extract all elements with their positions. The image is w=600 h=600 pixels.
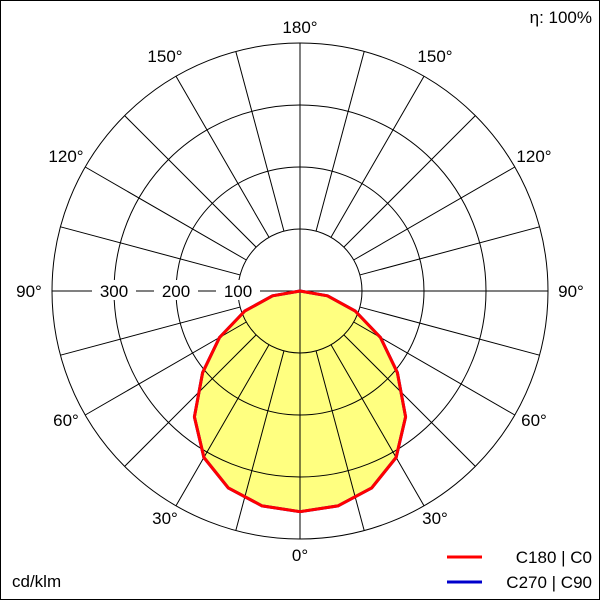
tick-bg-100 xyxy=(216,280,260,300)
grid-spoke-45 xyxy=(343,334,476,467)
angle-label: 150° xyxy=(147,47,182,66)
radial-tick-label: 300 xyxy=(100,282,128,301)
tick-bg-300 xyxy=(92,280,136,300)
angle-label: 60° xyxy=(521,411,547,430)
grid-spoke-255 xyxy=(60,226,241,276)
grid-spoke-345 xyxy=(235,350,285,531)
angle-label: 120° xyxy=(516,147,551,166)
grid-spoke-165 xyxy=(315,51,365,232)
grid-spoke-150 xyxy=(330,75,425,238)
unit-label: cd/klm xyxy=(12,572,61,591)
grid-spoke-75 xyxy=(359,306,540,356)
angle-label: 90° xyxy=(16,282,42,301)
grid-spoke-120 xyxy=(353,166,516,261)
grid-spoke-315 xyxy=(124,334,257,467)
grid-spoke-330 xyxy=(175,344,270,507)
legend-label: C270 | C90 xyxy=(506,573,592,592)
grid-spoke-210 xyxy=(175,75,270,238)
grid-spoke-105 xyxy=(359,226,540,276)
angle-label: 0° xyxy=(292,546,308,565)
angle-label-bg xyxy=(551,281,591,303)
series-curve-C180-C0 xyxy=(192,289,408,514)
angle-label: 180° xyxy=(282,18,317,37)
efficiency-label: η: 100% xyxy=(530,8,592,27)
grid-spoke-225 xyxy=(124,115,257,248)
grid-spoke-195 xyxy=(235,51,285,232)
radial-tick-label: 100 xyxy=(224,282,252,301)
grid-spoke-240 xyxy=(84,166,247,261)
angle-label: 30° xyxy=(422,509,448,528)
angle-label: 90° xyxy=(558,282,584,301)
angle-label: 30° xyxy=(152,509,178,528)
radial-tick-label: 200 xyxy=(162,282,190,301)
tick-bg-200 xyxy=(154,280,198,300)
angle-label: 120° xyxy=(48,147,83,166)
legend-label: C180 | C0 xyxy=(516,548,592,567)
angle-label-bg xyxy=(9,281,49,303)
grid-spoke-30 xyxy=(330,344,425,507)
grid-spoke-15 xyxy=(315,350,365,531)
grid-spoke-135 xyxy=(343,115,476,248)
angle-label: 150° xyxy=(417,47,452,66)
angle-label: 60° xyxy=(53,411,79,430)
grid-spoke-285 xyxy=(60,306,241,356)
